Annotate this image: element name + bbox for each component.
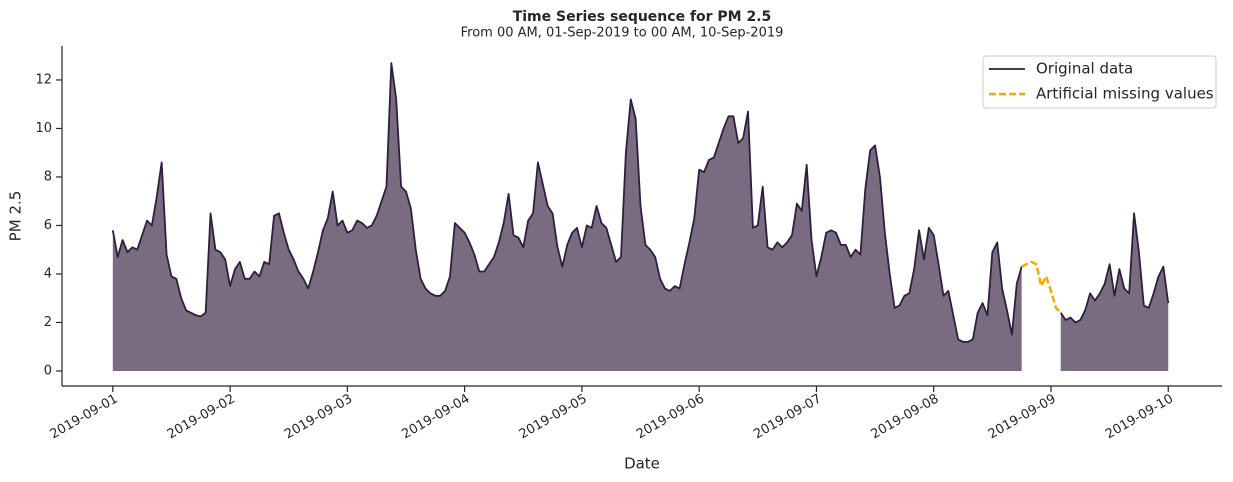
x-axis-label: Date bbox=[624, 455, 660, 473]
x-tick-label: 2019-09-04 bbox=[399, 392, 472, 443]
x-tick-label: 2019-09-08 bbox=[869, 392, 942, 443]
line bbox=[1060, 212, 1170, 324]
line bbox=[111, 62, 1023, 343]
y-tick-label: 10 bbox=[35, 121, 52, 136]
x-tick-label: 2019-09-10 bbox=[1103, 392, 1176, 443]
legend-box bbox=[982, 55, 1217, 109]
y-tick-label: 4 bbox=[44, 266, 52, 281]
line bbox=[1021, 260, 1062, 314]
chart-title: Time Series sequence for PM 2.5 bbox=[513, 9, 772, 25]
y-tick-label: 2 bbox=[44, 315, 52, 330]
y-tick-label: 8 bbox=[44, 169, 52, 184]
y-axis-label: PM 2.5 bbox=[7, 191, 25, 242]
x-tick-label: 2019-09-03 bbox=[282, 392, 355, 443]
area bbox=[1060, 213, 1169, 371]
x-tick-label: 2019-09-07 bbox=[751, 392, 824, 443]
chart-subtitle: From 00 AM, 01-Sep-2019 to 00 AM, 10-Sep… bbox=[461, 26, 784, 41]
x-tick-label: 2019-09-05 bbox=[517, 392, 590, 443]
area bbox=[112, 62, 1022, 371]
legend-label: Artificial missing values bbox=[1036, 85, 1214, 103]
y-tick-label: 6 bbox=[44, 218, 52, 233]
x-tick-label: 2019-09-02 bbox=[165, 392, 238, 443]
legend-label: Original data bbox=[1036, 60, 1133, 78]
y-tick-label: 12 bbox=[35, 72, 52, 87]
x-tick-label: 2019-09-01 bbox=[48, 392, 121, 443]
x-tick-label: 2019-09-09 bbox=[986, 392, 1059, 443]
x-tick-label: 2019-09-06 bbox=[634, 392, 707, 443]
y-tick-label: 0 bbox=[44, 363, 52, 378]
